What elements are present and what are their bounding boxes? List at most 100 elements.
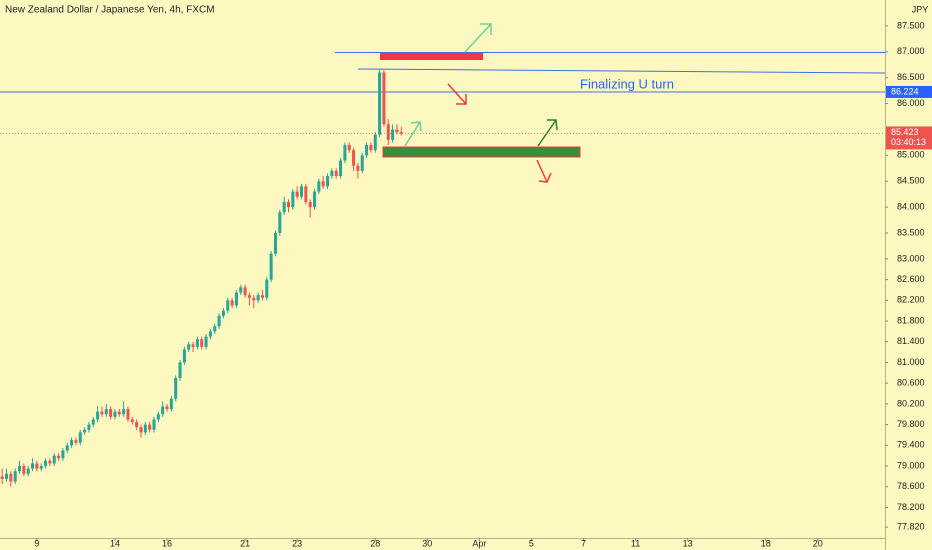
candle-body: [161, 406, 165, 415]
candle-body: [174, 377, 178, 399]
candle-body: [182, 349, 186, 363]
candle-body: [373, 134, 377, 151]
y-tick-label: 83.000: [897, 253, 925, 263]
arrow: [447, 83, 467, 105]
candle-body: [378, 72, 382, 135]
y-tick-label: 81.000: [897, 357, 925, 367]
candle-body: [339, 160, 343, 177]
candle-body: [291, 191, 295, 208]
candle-body: [360, 155, 364, 171]
last-price-label: 85.423: [891, 127, 919, 137]
candle-body: [195, 339, 199, 347]
candle-body: [239, 287, 243, 293]
currency-label: JPY: [912, 4, 929, 14]
candle-body: [113, 411, 117, 417]
candle-body: [347, 144, 351, 151]
candle-body: [204, 336, 208, 347]
candle-body: [321, 181, 325, 187]
y-tick-label: 82.600: [897, 274, 925, 284]
candle-body: [104, 409, 108, 415]
price-line-label: 86.224: [891, 86, 919, 96]
y-tick-label: 87.500: [897, 20, 925, 30]
candle-body: [70, 440, 74, 446]
candle-body: [87, 424, 91, 430]
candle-body: [9, 473, 13, 482]
candle-body: [100, 411, 104, 415]
candle-body: [156, 414, 160, 420]
arrows: [404, 23, 558, 183]
candle-body: [343, 144, 347, 161]
candle-body: [187, 344, 191, 350]
candle-body: [308, 201, 312, 208]
candle-body: [382, 72, 386, 125]
candle-body: [252, 297, 256, 301]
x-tick-label: 21: [240, 538, 250, 548]
candle-body: [22, 466, 26, 474]
candle-body: [143, 424, 147, 433]
last-price-box: [886, 126, 932, 150]
y-tick-label: 80.200: [897, 398, 925, 408]
y-tick-label: 83.500: [897, 227, 925, 237]
candle-body: [278, 212, 282, 234]
candle-body: [282, 201, 286, 213]
x-tick-label: 20: [813, 538, 823, 548]
candle-body: [152, 419, 156, 430]
candle-body: [139, 427, 143, 433]
support-box: [382, 146, 581, 158]
y-tick-label: 87.000: [897, 46, 925, 56]
y-tick-label: 79.000: [897, 460, 925, 470]
candle-body: [35, 463, 39, 469]
candle-body: [178, 362, 182, 378]
candle-body: [208, 331, 212, 337]
candle-body: [330, 170, 334, 177]
candle-body: [313, 191, 317, 208]
candle-body: [326, 176, 330, 187]
arrow: [404, 121, 422, 147]
arrow: [464, 23, 492, 53]
x-tick-label: 5: [529, 538, 534, 548]
y-tick-label: 78.600: [897, 481, 925, 491]
y-tick-label: 86.500: [897, 72, 925, 82]
y-tick-label: 84.000: [897, 201, 925, 211]
x-tick-label: 30: [422, 538, 432, 548]
candle-body: [317, 181, 321, 192]
y-tick-label: 86.000: [897, 98, 925, 108]
y-tick-label: 77.820: [897, 522, 925, 532]
candle-body: [286, 201, 291, 208]
candle-body: [352, 150, 356, 166]
candle-body: [247, 295, 251, 298]
y-tick-label: 85.000: [897, 150, 925, 160]
candle-body: [395, 129, 399, 133]
candle-body: [221, 310, 225, 316]
candle-body: [356, 165, 360, 171]
trend-line: [357, 68, 886, 74]
candle-body: [299, 186, 304, 197]
candle-body: [130, 419, 134, 423]
candle-body: [122, 409, 126, 415]
candle-body: [109, 409, 113, 417]
candle-body: [391, 129, 395, 140]
y-tick-label: 80.600: [897, 378, 925, 388]
candle-body: [256, 295, 260, 301]
candle-body: [0, 476, 4, 479]
candle-body: [91, 419, 95, 425]
candle-body: [135, 422, 139, 428]
candle-body: [83, 429, 87, 433]
arrow: [536, 159, 552, 183]
candle-body: [191, 344, 195, 347]
y-tick-label: 81.400: [897, 336, 925, 346]
x-tick-label: 13: [683, 538, 693, 548]
candle-body: [57, 455, 61, 459]
candle-body: [96, 411, 100, 420]
y-tick-label: 84.500: [897, 176, 925, 186]
x-tick-label: 23: [292, 538, 302, 548]
y-tick-label: 78.200: [897, 502, 925, 512]
candle-body: [48, 460, 52, 464]
candle-body: [13, 471, 17, 482]
x-tick-label: Apr: [472, 538, 486, 548]
candle-body: [399, 132, 403, 134]
candle-body: [117, 411, 121, 415]
chart-title: New Zealand Dollar / Japanese Yen, 4h, F…: [5, 5, 215, 16]
candle-body: [126, 409, 130, 420]
